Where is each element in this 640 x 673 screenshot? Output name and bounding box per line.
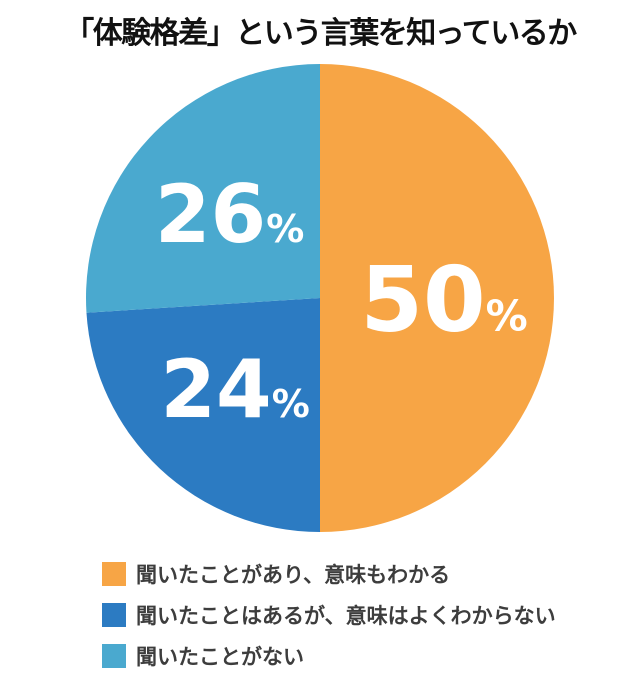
legend-label: 聞いたことがない (136, 645, 304, 669)
legend: 聞いたことがあり、意味もわかる 聞いたことはあるが、意味はよくわからない 聞いた… (102, 559, 556, 671)
legend-swatch-dark-blue (102, 603, 126, 627)
legend-label: 聞いたことがあり、意味もわかる (136, 563, 451, 587)
pie-chart: 50%24%26% (85, 64, 554, 532)
slice-value-label-1: 24% (160, 343, 309, 436)
legend-item-2: 聞いたことがない (102, 641, 556, 671)
legend-swatch-light-blue (102, 644, 126, 668)
legend-label: 聞いたことはあるが、意味はよくわからない (136, 604, 556, 628)
pie-slice-1 (86, 298, 321, 532)
pie-slice-2 (85, 64, 320, 313)
legend-item-1: 聞いたことはあるが、意味はよくわからない (102, 600, 556, 630)
legend-item-0: 聞いたことがあり、意味もわかる (102, 559, 556, 589)
pie-slice-0 (320, 64, 554, 532)
chart-title: 「体験格差」という言葉を知っているか (64, 16, 577, 51)
legend-swatch-orange (102, 562, 126, 586)
